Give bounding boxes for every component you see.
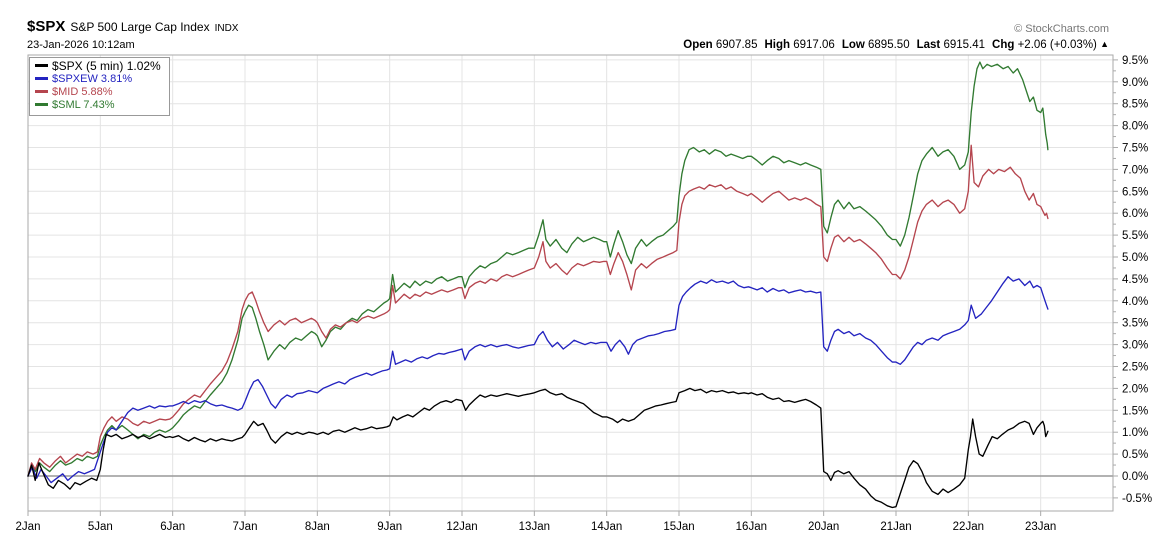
- quote-panel: © StockCharts.com Open 6907.85 High 6917.…: [683, 22, 1109, 52]
- copyright-notice: © StockCharts.com: [1014, 23, 1109, 35]
- chart-datetime: 23-Jan-2026 10:12am: [27, 39, 135, 51]
- x-axis-label: 16Jan: [736, 521, 767, 533]
- y-axis-label: 5.5%: [1122, 230, 1148, 242]
- y-axis-label: 3.0%: [1122, 340, 1148, 352]
- last-value: 6915.41: [943, 39, 986, 51]
- series-line-spxew: [27, 276, 1049, 484]
- legend-swatch-icon: [35, 76, 48, 80]
- symbol-name: S&P 500 Large Cap Index: [70, 20, 210, 34]
- legend-item-spx: $SPX (5 min) 1.02%: [35, 60, 161, 73]
- symbol-ticker: $SPX: [27, 18, 66, 35]
- y-axis-label: 2.5%: [1122, 362, 1148, 374]
- x-axis-label: 20Jan: [808, 521, 839, 533]
- y-axis-label: 9.5%: [1122, 55, 1148, 67]
- y-axis-label: 6.0%: [1122, 208, 1148, 220]
- legend-item-mid: $MID 5.88%: [35, 86, 161, 99]
- series-line-spx: [27, 387, 1049, 509]
- chg-value: +2.06 (+0.03%): [1017, 39, 1097, 51]
- chart-header: $SPX S&P 500 Large Cap Index INDX 23-Jan-2…: [27, 18, 239, 52]
- x-axis-label: 23Jan: [1025, 521, 1056, 533]
- change-up-arrow-icon: ▲: [1100, 39, 1109, 49]
- x-axis-label: 21Jan: [880, 521, 911, 533]
- legend-item-sml: $SML 7.43%: [35, 99, 161, 112]
- x-axis-label: 15Jan: [663, 521, 694, 533]
- y-axis-label: 8.5%: [1122, 99, 1148, 111]
- x-axis-label: 8Jan: [305, 521, 330, 533]
- y-axis-label: 9.0%: [1122, 77, 1148, 89]
- low-label: Low: [841, 39, 865, 51]
- y-axis-label: 1.5%: [1122, 405, 1148, 417]
- x-axis-label: 12Jan: [446, 521, 477, 533]
- open-value: 6907.85: [715, 39, 758, 51]
- y-axis-label: -0.5%: [1122, 493, 1152, 505]
- low-value: 6895.50: [868, 39, 910, 51]
- high-label: High: [764, 39, 791, 51]
- legend-swatch-icon: [35, 102, 48, 106]
- x-axis-label: 7Jan: [233, 521, 258, 533]
- plot-border: [27, 54, 1114, 512]
- quote-line: Open 6907.85 High 6917.06 Low 6895.50 Last …: [683, 38, 1109, 52]
- x-axis-label: 5Jan: [88, 521, 113, 533]
- legend-item-spxew: $SPXEW 3.81%: [35, 73, 161, 86]
- y-axis-label: 0.5%: [1122, 449, 1148, 461]
- x-axis-label: 6Jan: [160, 521, 185, 533]
- y-axis-label: 3.5%: [1122, 318, 1148, 330]
- legend-label: $SPXEW 3.81%: [52, 73, 133, 85]
- legend-swatch-icon: [35, 89, 48, 93]
- symbol-exchange: INDX: [214, 23, 239, 34]
- open-label: Open: [683, 39, 713, 51]
- y-axis-label: 4.0%: [1122, 296, 1148, 308]
- last-label: Last: [916, 39, 941, 51]
- high-value: 6917.06: [793, 39, 835, 51]
- legend-swatch-icon: [35, 64, 48, 68]
- y-axis-label: 5.0%: [1122, 252, 1148, 264]
- legend-label: $SPX (5 min) 1.02%: [52, 59, 161, 73]
- y-axis-label: 1.0%: [1122, 427, 1148, 439]
- x-axis-label: 2Jan: [16, 521, 41, 533]
- y-axis-label: 4.5%: [1122, 274, 1148, 286]
- x-axis-label: 13Jan: [519, 521, 550, 533]
- legend-label: $MID 5.88%: [52, 86, 113, 98]
- y-axis-label: 8.0%: [1122, 121, 1148, 133]
- title-line: $SPX S&P 500 Large Cap Index INDX: [27, 18, 239, 36]
- x-axis-label: 22Jan: [953, 521, 984, 533]
- series-line-mid: [27, 144, 1049, 477]
- x-axis-label: 9Jan: [377, 521, 402, 533]
- y-axis-label: 7.5%: [1122, 143, 1148, 155]
- y-axis-label: 6.5%: [1122, 186, 1148, 198]
- x-axis-label: 14Jan: [591, 521, 622, 533]
- series-line-sml: [27, 61, 1049, 477]
- legend-label: $SML 7.43%: [52, 99, 115, 111]
- chg-label: Chg: [992, 39, 1015, 51]
- chart-legend: $SPX (5 min) 1.02% $SPXEW 3.81% $MID 5.88%…: [29, 57, 170, 116]
- y-axis-label: 7.0%: [1122, 164, 1148, 176]
- y-axis-label: 2.0%: [1122, 383, 1148, 395]
- y-axis-label: 0.0%: [1122, 471, 1148, 483]
